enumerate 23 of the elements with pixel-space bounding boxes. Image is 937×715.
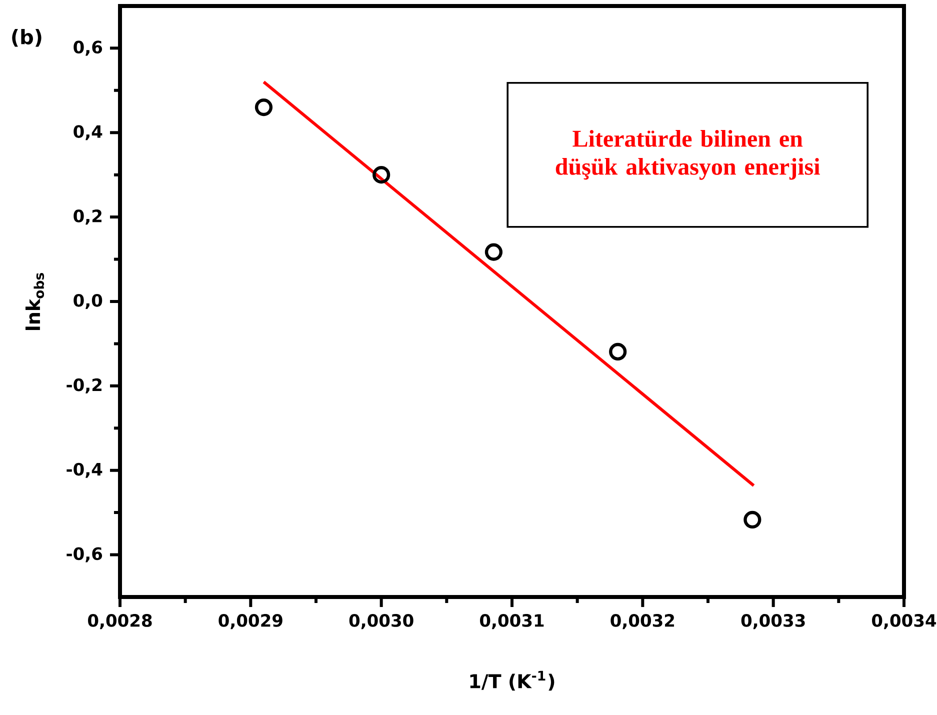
- y-tick-label: 0,0: [74, 294, 102, 309]
- x-axis-title: 1/T (K$^{-1}$): [470, 670, 554, 691]
- x-tick-label: 0,0029: [218, 614, 282, 630]
- y-tick-label: -0,4: [66, 462, 102, 478]
- y-tick-label: 0,4: [74, 125, 102, 140]
- x-tick-label: 0,0032: [610, 614, 674, 630]
- point: [744, 510, 762, 529]
- point: [609, 342, 627, 361]
- y-axis-title: lnk$_{obs}$: [26, 272, 44, 330]
- point: [484, 243, 502, 261]
- annotation: Literatürde bilinen en düşük aktivasyon enerjisi: [556, 130, 820, 180]
- y-tick-label: -0,2: [66, 378, 102, 394]
- x-tick-label: 0,0033: [741, 614, 805, 630]
- text: (b): [12, 28, 42, 47]
- point: [254, 98, 273, 116]
- x-tick-label: 0,0034: [872, 614, 936, 630]
- y-tick-label: -0,6: [66, 547, 102, 562]
- x-tick-label: 0,0031: [480, 614, 544, 630]
- y-tick-label: 0,2: [74, 210, 102, 225]
- y-tick-label: 0,6: [74, 40, 102, 56]
- x-tick-label: 0,0028: [88, 614, 152, 630]
- point: [372, 166, 390, 184]
- x-tick-label: 0,0030: [349, 614, 414, 630]
